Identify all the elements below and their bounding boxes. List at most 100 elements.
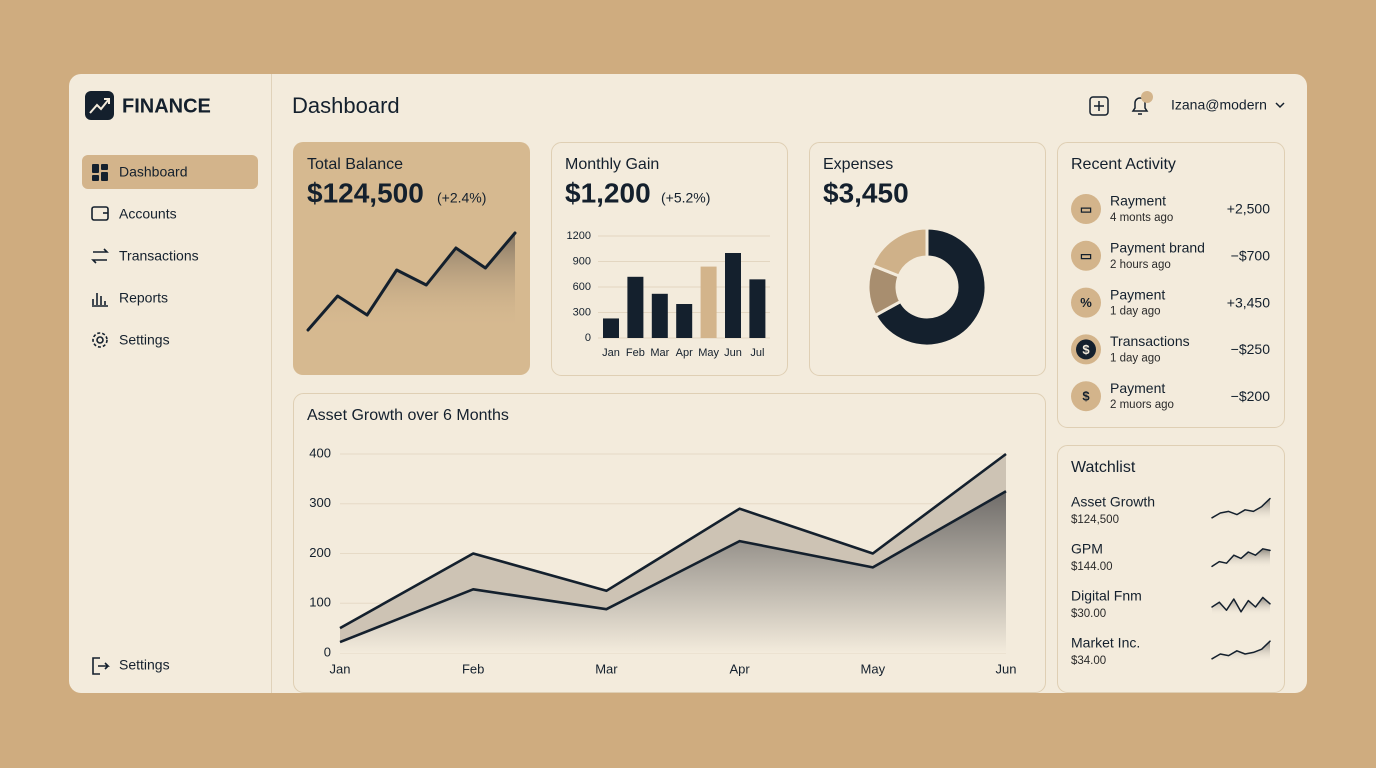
x-tick-label: Mar bbox=[650, 347, 669, 359]
y-tick-label: 300 bbox=[309, 495, 331, 510]
y-tick-label: 600 bbox=[573, 281, 591, 293]
user[interactable]: Izana@modern bbox=[1171, 97, 1267, 113]
chart-title: Asset Growth over 6 Months bbox=[307, 407, 509, 424]
y-tick-label: 1200 bbox=[567, 230, 591, 242]
add-button[interactable] bbox=[1089, 96, 1109, 116]
watch-name[interactable]: Asset Growth bbox=[1071, 494, 1155, 510]
line bbox=[306, 231, 517, 332]
bar bbox=[700, 266, 717, 338]
icon-glyph: $ bbox=[1082, 389, 1090, 404]
area bbox=[308, 233, 515, 330]
nav-item[interactable]: Settings bbox=[119, 332, 170, 348]
y-tick-label: 0 bbox=[585, 332, 591, 344]
icon-glyph: ▭ bbox=[1080, 201, 1092, 216]
bar bbox=[676, 304, 693, 338]
activity-time: 2 muors ago bbox=[1110, 399, 1174, 411]
activity-title: Rayment bbox=[1110, 193, 1166, 209]
card bbox=[809, 142, 1046, 376]
activity-amount: −$700 bbox=[1231, 248, 1271, 264]
line bbox=[1211, 548, 1271, 568]
line bbox=[1211, 596, 1271, 613]
y-tick-label: 400 bbox=[309, 445, 331, 460]
activity-amount: −$250 bbox=[1231, 341, 1271, 357]
chevron[interactable] bbox=[1275, 102, 1285, 109]
watch-name[interactable]: GPM bbox=[1071, 541, 1103, 557]
activity-icon bbox=[1071, 287, 1101, 318]
card-title: Monthly Gain bbox=[565, 156, 659, 173]
x-tick-label: Apr bbox=[729, 661, 750, 676]
icon-glyph: % bbox=[1080, 295, 1092, 310]
y-tick-label: 0 bbox=[324, 644, 331, 659]
watch-name[interactable]: Market Inc. bbox=[1071, 635, 1140, 651]
page-title: Dashboard bbox=[292, 93, 400, 118]
logo[interactable] bbox=[85, 91, 114, 120]
x-tick-label: Feb bbox=[626, 347, 645, 359]
x-tick-label: Jan bbox=[602, 347, 620, 359]
x-tick-label: Jun bbox=[996, 661, 1017, 676]
x-tick-label: Jul bbox=[750, 347, 764, 359]
nav: Dashboard Accounts Transactions Reports Sett… bbox=[119, 164, 199, 348]
change: (+5.2%) bbox=[661, 190, 710, 206]
bell[interactable] bbox=[1131, 97, 1149, 115]
y-tick-label: 100 bbox=[309, 595, 331, 610]
icon-glyph: $ bbox=[1082, 342, 1090, 357]
area bbox=[340, 491, 1006, 653]
nav-item[interactable]: Accounts bbox=[119, 206, 177, 222]
amount: $3,450 bbox=[823, 177, 909, 208]
watch-price: $30.00 bbox=[1071, 608, 1106, 620]
brand: FINANCE bbox=[122, 95, 211, 117]
x-tick-label: May bbox=[861, 661, 886, 676]
watch-name[interactable]: Digital Fnm bbox=[1071, 588, 1142, 604]
activity-time: 2 hours ago bbox=[1110, 259, 1171, 271]
activity-icon-inner bbox=[1076, 339, 1096, 360]
activity-icon bbox=[1071, 240, 1101, 271]
nav-item[interactable]: Transactions bbox=[119, 248, 199, 264]
x-tick-label: Jun bbox=[724, 347, 742, 359]
activity-title: Payment bbox=[1110, 380, 1165, 396]
activity-time: 1 day ago bbox=[1110, 306, 1161, 318]
change: (+2.4%) bbox=[437, 190, 486, 206]
area bbox=[1212, 498, 1270, 521]
nav-footer[interactable]: Settings bbox=[119, 657, 170, 673]
card-title: Recent Activity bbox=[1071, 156, 1176, 173]
bar bbox=[749, 279, 766, 338]
activity-icon bbox=[1071, 194, 1101, 224]
card-title: Expenses bbox=[823, 156, 893, 173]
bar bbox=[603, 318, 619, 338]
card-title: Watchlist bbox=[1071, 459, 1136, 476]
amount: $1,200 bbox=[565, 177, 651, 208]
activity-time: 4 monts ago bbox=[1110, 212, 1173, 224]
y-tick-label: 200 bbox=[309, 545, 331, 560]
nav-item[interactable]: Dashboard bbox=[119, 164, 188, 180]
icon-glyph: ▭ bbox=[1080, 248, 1092, 263]
activity-title: Payment bbox=[1110, 286, 1165, 302]
x-tick-label: Feb bbox=[462, 661, 484, 676]
activity-icon bbox=[1071, 381, 1101, 412]
card bbox=[1057, 142, 1285, 428]
bar bbox=[627, 276, 644, 338]
nav-item[interactable]: Reports bbox=[119, 290, 168, 306]
activity-title: Transactions bbox=[1110, 333, 1190, 349]
card bbox=[1057, 445, 1285, 693]
watch-price: $144.00 bbox=[1071, 561, 1113, 573]
activity-amount: −$200 bbox=[1231, 388, 1271, 404]
area bbox=[1212, 641, 1270, 662]
activity-title: Payment brand bbox=[1110, 240, 1205, 256]
activity-amount: +2,500 bbox=[1227, 201, 1270, 217]
card-title: Total Balance bbox=[307, 156, 403, 173]
notification-dot bbox=[1141, 91, 1153, 103]
y-tick-label: 900 bbox=[573, 255, 591, 267]
donut-segment bbox=[873, 226, 988, 348]
line bbox=[339, 452, 1007, 630]
logo-icon bbox=[89, 98, 110, 114]
x-tick-label: Mar bbox=[595, 661, 618, 676]
add-icon bbox=[1094, 101, 1104, 111]
amount: $124,500 bbox=[307, 177, 424, 208]
y-tick-label: 300 bbox=[573, 306, 591, 318]
activity-amount: +3,450 bbox=[1227, 294, 1270, 310]
line bbox=[339, 490, 1007, 644]
x-tick-label: Jan bbox=[330, 661, 351, 676]
